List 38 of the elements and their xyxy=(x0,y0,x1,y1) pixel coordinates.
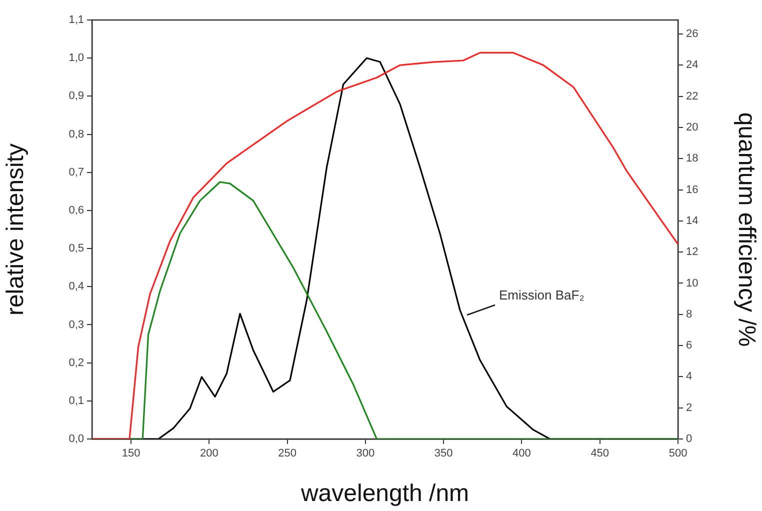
x-tick-label: 150 xyxy=(122,448,140,460)
x-tick-label: 300 xyxy=(356,448,375,460)
x-tick-label: 200 xyxy=(200,448,218,460)
y2-tick-label: 6 xyxy=(686,340,692,352)
x-tick-label: 250 xyxy=(278,448,297,460)
y2-tick-label: 2 xyxy=(686,402,692,414)
y2-tick-label: 12 xyxy=(686,246,698,258)
y-tick-label: 0,6 xyxy=(68,204,84,216)
y2-tick-label: 4 xyxy=(686,370,692,383)
x-tick-label: 500 xyxy=(668,448,688,460)
y-tick-label: 0,8 xyxy=(68,128,84,140)
y-tick-label: 0,0 xyxy=(68,433,84,446)
y2-tick-label: 18 xyxy=(686,152,698,165)
y2-tick-label: 24 xyxy=(686,59,698,72)
y-tick-label: 0,9 xyxy=(68,90,84,102)
y-tick-label: 0,3 xyxy=(68,318,84,331)
y-tick-label: 0,2 xyxy=(68,356,84,369)
x-axis-title: wavelength /nm xyxy=(300,480,470,508)
x-tick-label: 350 xyxy=(434,448,453,460)
x-tick-label: 450 xyxy=(590,448,610,460)
x-tick-label: 400 xyxy=(512,448,531,460)
y2-tick-label: 26 xyxy=(686,28,698,40)
y2-tick-label: 8 xyxy=(686,308,692,320)
y2-tick-label: 14 xyxy=(686,214,698,227)
y2-tick-label: 10 xyxy=(686,277,698,290)
y-tick-label: 0,1 xyxy=(68,394,84,407)
y-tick-label: 0,4 xyxy=(68,280,84,293)
y2-tick-label: 0 xyxy=(686,433,692,446)
y2-axis-title: quantum efficiency /% xyxy=(732,112,760,347)
y-axis-title: relative intensity xyxy=(2,143,30,316)
y-tick-label: 0,5 xyxy=(68,242,84,255)
annotation: Emission BaF₂ xyxy=(499,288,584,303)
y-tick-label: 0,7 xyxy=(68,166,84,178)
y2-tick-label: 16 xyxy=(686,184,698,196)
y-tick-label: 1,1 xyxy=(68,14,84,26)
y-tick-label: 1,0 xyxy=(68,52,84,64)
y2-tick-label: 20 xyxy=(686,122,698,134)
y2-tick-label: 22 xyxy=(686,90,698,102)
